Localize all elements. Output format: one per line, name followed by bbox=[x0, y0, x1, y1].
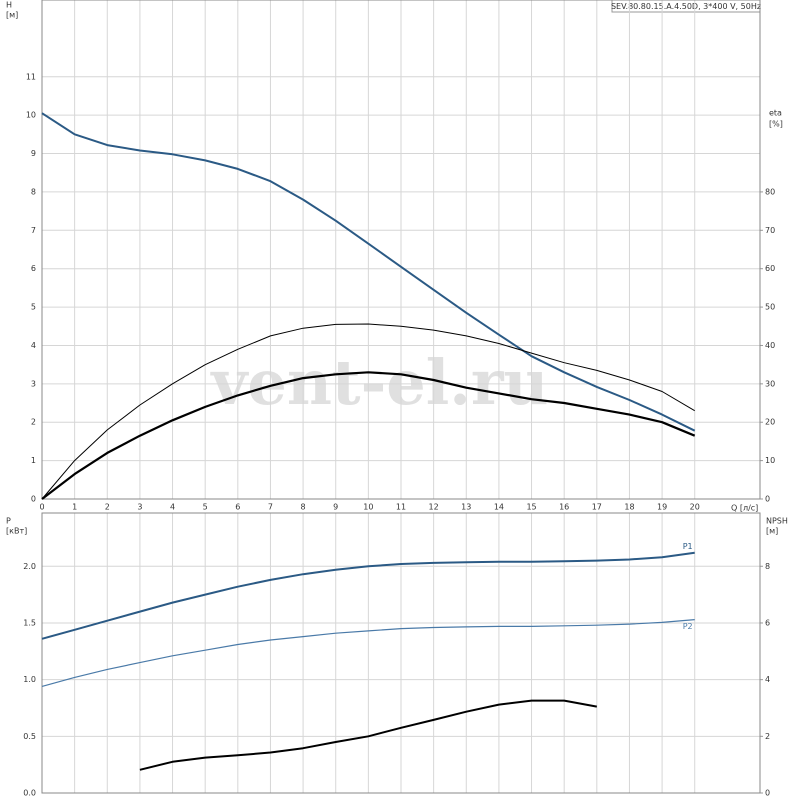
x-tick-label: 6 bbox=[235, 503, 240, 512]
y2-unit: [%] bbox=[769, 120, 783, 129]
series-label: P2 bbox=[683, 622, 693, 631]
y-unit: [м] bbox=[6, 11, 18, 20]
plot-frame bbox=[41, 512, 761, 794]
y-tick-label: 9 bbox=[31, 149, 36, 158]
series-line bbox=[41, 112, 696, 432]
x-tick-label: 19 bbox=[657, 503, 667, 512]
x-tick-label: 20 bbox=[690, 503, 700, 512]
x-tick-label: 9 bbox=[333, 503, 338, 512]
y-tick-label: 1 bbox=[31, 456, 36, 465]
y-tick-label: 11 bbox=[26, 72, 36, 81]
x-tick-label: 1 bbox=[72, 503, 77, 512]
y-tick-label: 8 bbox=[31, 187, 36, 196]
y-tick-label: 5 bbox=[31, 303, 36, 312]
series-line bbox=[41, 323, 695, 500]
y-label: H bbox=[6, 1, 12, 10]
y2-tick-label: 20 bbox=[765, 418, 775, 427]
y2-tick-label: 4 bbox=[765, 675, 770, 684]
y-tick-label: 10 bbox=[26, 111, 36, 120]
y2-unit: [м] bbox=[766, 527, 778, 536]
x-tick-label: 12 bbox=[429, 503, 439, 512]
x-tick-label: 3 bbox=[137, 503, 142, 512]
x-tick-label: 13 bbox=[461, 503, 471, 512]
chart-title: SEV.80.80.15.A.4.50D, 3*400 V, 50Hz bbox=[611, 2, 761, 11]
x-tick-label: 15 bbox=[526, 503, 536, 512]
y2-tick-label: 50 bbox=[765, 303, 775, 312]
y2-tick-label: 40 bbox=[765, 341, 775, 350]
y2-label: NPSH bbox=[766, 517, 788, 526]
x-tick-label: 10 bbox=[363, 503, 373, 512]
y-tick-label: 1.5 bbox=[23, 618, 36, 627]
y-tick-label: 1.0 bbox=[23, 675, 36, 684]
y2-tick-label: 80 bbox=[765, 187, 775, 196]
x-tick-label: 4 bbox=[170, 503, 175, 512]
y2-tick-label: 60 bbox=[765, 264, 775, 273]
y2-tick-label: 8 bbox=[765, 562, 770, 571]
series-label: P1 bbox=[683, 542, 693, 551]
x-tick-label: 14 bbox=[494, 503, 504, 512]
y2-tick-label: 0 bbox=[765, 789, 770, 798]
y-tick-label: 4 bbox=[31, 341, 36, 350]
y-tick-label: 0.5 bbox=[23, 732, 36, 741]
y2-tick-label: 30 bbox=[765, 379, 775, 388]
y2-tick-label: 10 bbox=[765, 456, 775, 465]
series-line bbox=[41, 619, 695, 687]
x-tick-label: 0 bbox=[39, 503, 44, 512]
y2-tick-label: 2 bbox=[765, 732, 770, 741]
x-tick-label: 17 bbox=[592, 503, 602, 512]
y-tick-label: 3 bbox=[31, 379, 36, 388]
x-tick-label: 11 bbox=[396, 503, 406, 512]
watermark: vent-el.ru bbox=[209, 346, 548, 419]
plot-frame bbox=[41, 0, 761, 500]
x-tick-label: 5 bbox=[203, 503, 208, 512]
y-tick-label: 6 bbox=[31, 264, 36, 273]
y2-label: eta bbox=[769, 109, 782, 118]
y-tick-label: 0.0 bbox=[23, 789, 36, 798]
x-label: Q [л/с] bbox=[731, 504, 758, 513]
y-tick-label: 7 bbox=[31, 226, 36, 235]
y2-tick-label: 0 bbox=[765, 495, 770, 504]
y2-tick-label: 6 bbox=[765, 618, 770, 627]
x-tick-label: 18 bbox=[624, 503, 634, 512]
series-line bbox=[41, 551, 695, 640]
x-tick-label: 8 bbox=[301, 503, 306, 512]
series-line bbox=[139, 699, 597, 771]
y-label: P bbox=[6, 517, 11, 526]
x-tick-label: 16 bbox=[559, 503, 569, 512]
y2-tick-label: 70 bbox=[765, 226, 775, 235]
y-tick-label: 2 bbox=[31, 418, 36, 427]
y-tick-label: 0 bbox=[31, 495, 36, 504]
series-line bbox=[41, 371, 696, 500]
y-unit: [кВт] bbox=[6, 527, 27, 536]
x-tick-label: 7 bbox=[268, 503, 273, 512]
y-tick-label: 2.0 bbox=[23, 562, 36, 571]
x-tick-label: 2 bbox=[105, 503, 110, 512]
